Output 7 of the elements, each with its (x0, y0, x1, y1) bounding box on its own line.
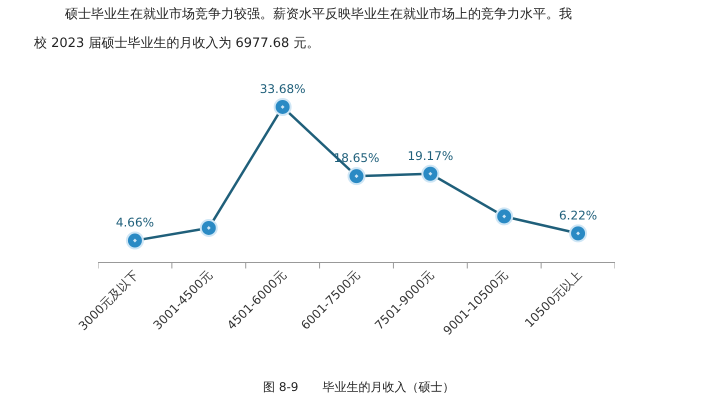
caption: 图 8-9 毕业生的月收入（硕士） (263, 380, 454, 394)
data-label: 6.22% (559, 208, 598, 222)
text: 硕士毕业生在就业市场竞争力较强。薪资水平反映毕业生在就业市场上的竞争力水平。我 (64, 7, 572, 22)
data-label: 4.66% (116, 216, 154, 230)
data-label: 19.17% (407, 148, 454, 163)
text: 校 2023 届硕士毕业生的月收入为 6977.68 元。 (33, 36, 320, 51)
data-label: 33.68% (260, 82, 306, 96)
